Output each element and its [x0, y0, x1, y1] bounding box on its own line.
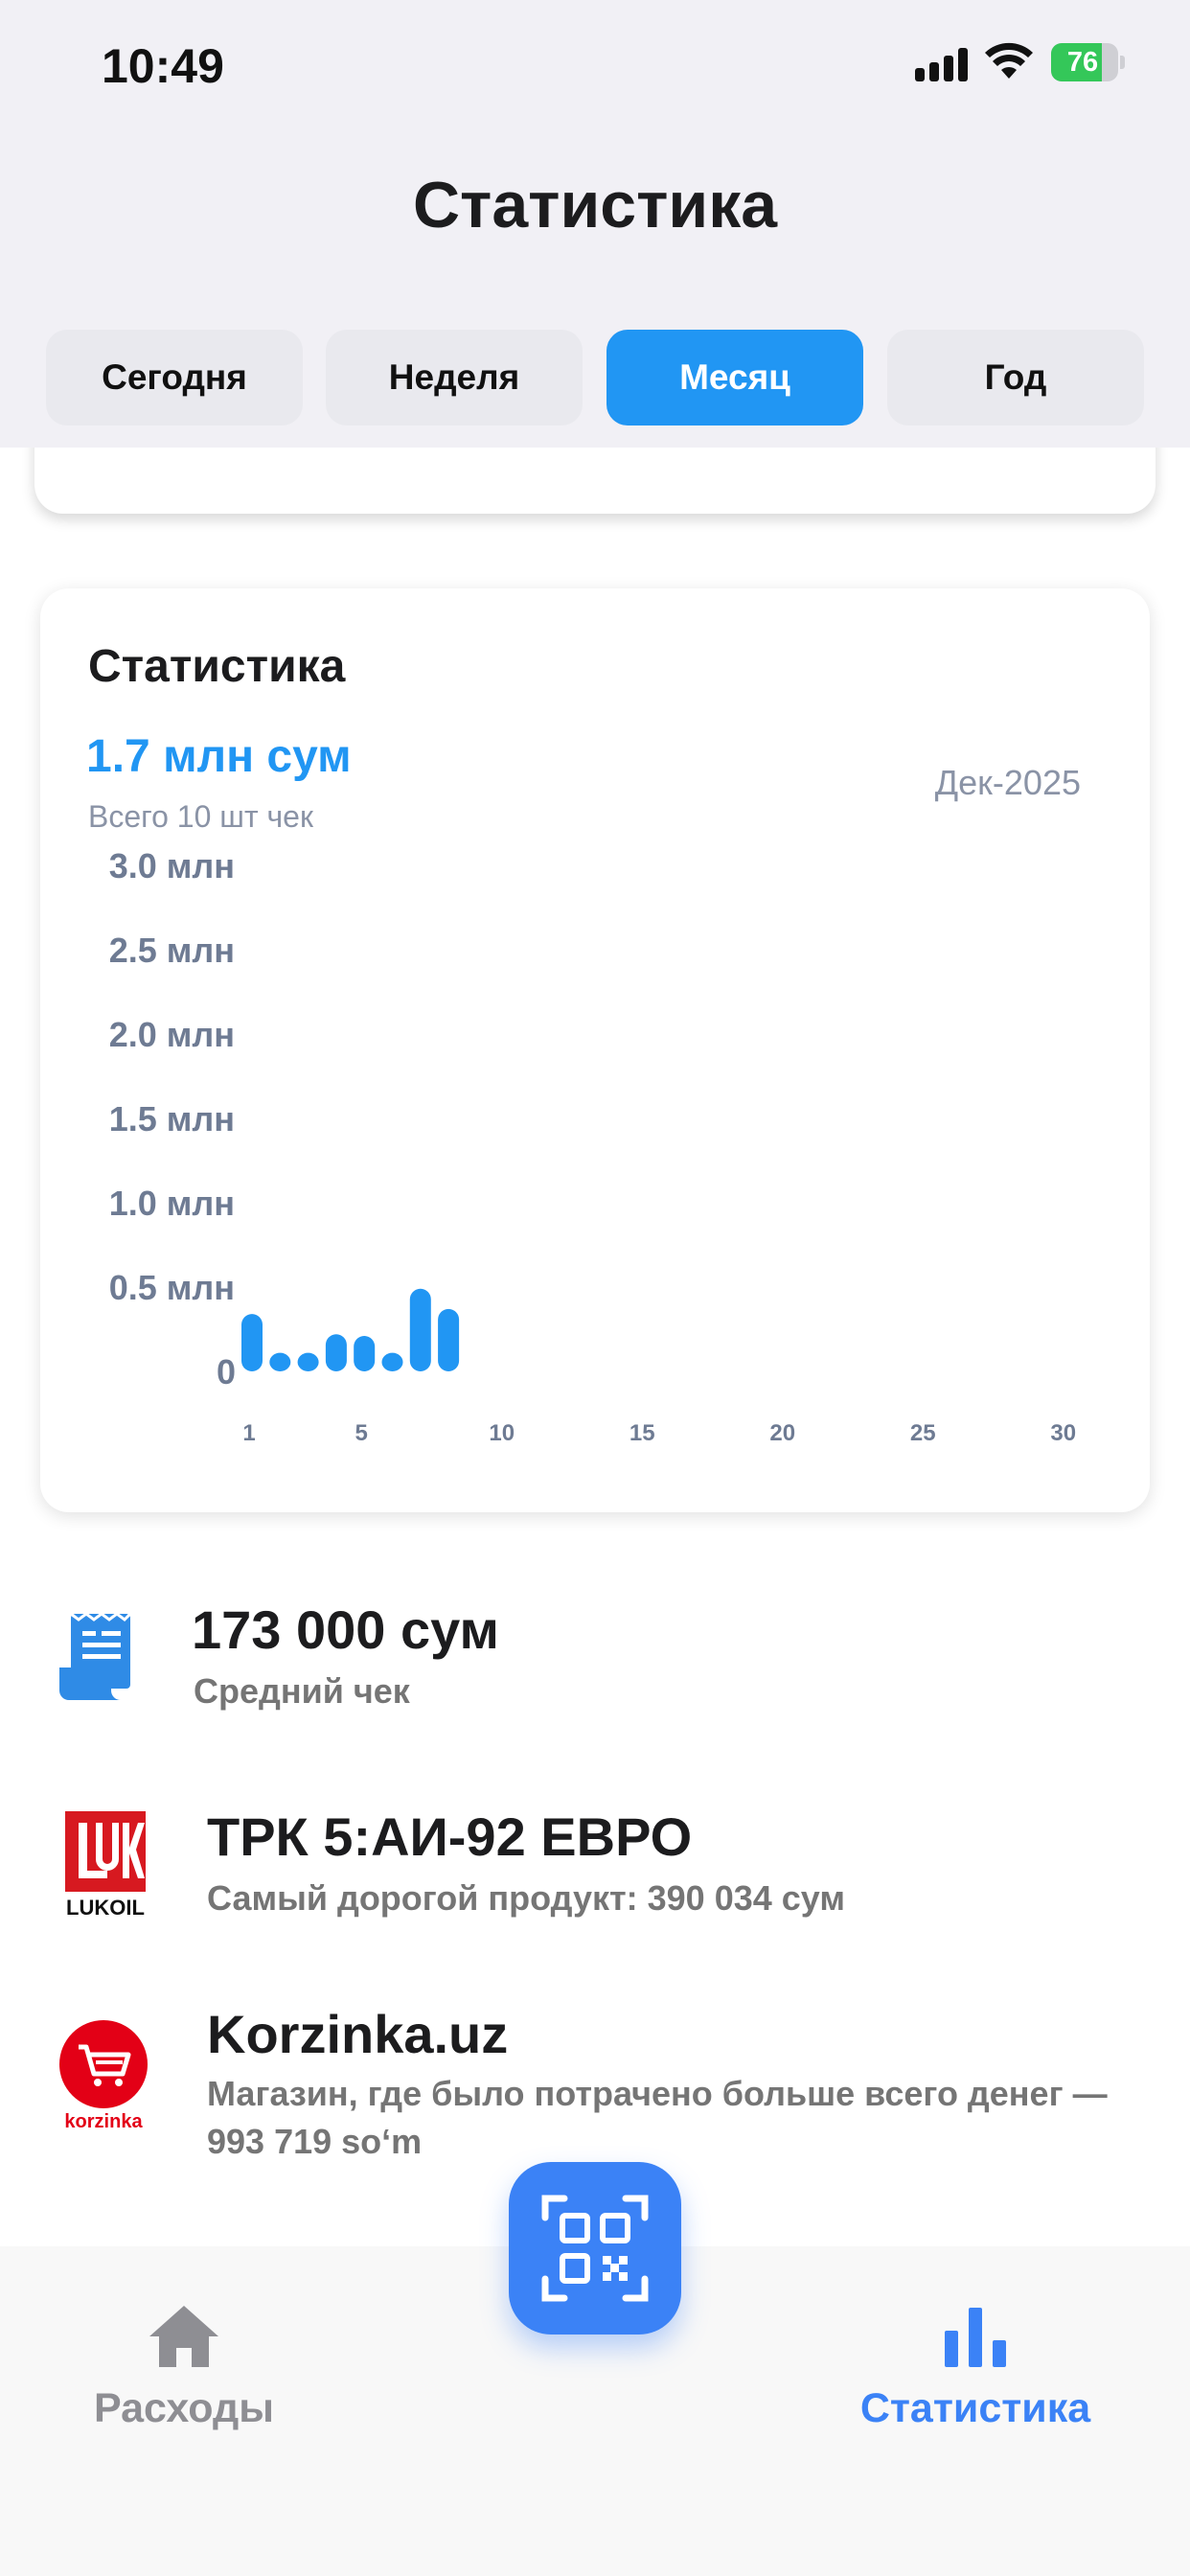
top-product-description: Самый дорогой продукт: 390 034 сум	[207, 1878, 845, 1918]
wifi-icon	[985, 42, 1033, 79]
cellular-signal-icon	[915, 47, 969, 81]
status-bar: 10:49 76	[0, 0, 1190, 129]
chart-bar[interactable]	[354, 1336, 376, 1371]
average-check-row: 173 000 сум Средний чек	[0, 1591, 1190, 1715]
x-tick-label: 1	[242, 1420, 255, 1446]
lukoil-logo: LUKOIL	[65, 1811, 146, 1919]
home-icon	[149, 2306, 218, 2367]
period-tab-month[interactable]: Месяц	[606, 330, 863, 426]
x-tick-label: 10	[489, 1420, 515, 1446]
korzinka-logo: korzinka	[59, 2020, 148, 2132]
bar-chart-icon	[945, 2308, 1006, 2367]
chart-bar[interactable]	[241, 1314, 263, 1371]
scan-qr-button[interactable]	[509, 2162, 681, 2334]
header: 10:49 76 Статистика Сегодня Неделя	[0, 0, 1190, 448]
average-check-amount: 173 000 сум	[192, 1599, 499, 1660]
chart-bar[interactable]	[325, 1334, 347, 1371]
lukoil-logo-text: LUKOIL	[66, 1896, 145, 1919]
card-title: Статистика	[88, 641, 346, 692]
chart-bar[interactable]	[269, 1352, 291, 1371]
y-tick-label: 3.0 млн	[109, 846, 235, 886]
x-tick-label: 15	[629, 1420, 655, 1446]
qr-code-icon	[541, 2195, 649, 2302]
y-tick-label: 0.5 млн	[109, 1268, 235, 1307]
x-tick-label: 5	[355, 1420, 368, 1446]
period-selector: Сегодня Неделя Месяц Год	[46, 330, 1144, 426]
chart-bar[interactable]	[438, 1308, 460, 1371]
tab-expenses[interactable]: Расходы	[40, 2304, 328, 2432]
period-label[interactable]: Дек-2025	[934, 763, 1081, 802]
x-tick-label: 30	[1050, 1420, 1076, 1446]
status-time: 10:49	[102, 39, 224, 93]
top-store-description: Магазин, где было потрачено больше всего…	[207, 2074, 1108, 2161]
tab-statistics-label: Статистика	[859, 2385, 1091, 2431]
page-title: Статистика	[412, 169, 778, 242]
top-product-name: ТРК 5:АИ-92 ЕВРО	[207, 1806, 693, 1867]
period-tab-today[interactable]: Сегодня	[46, 330, 303, 426]
korzinka-logo-text: korzinka	[64, 2111, 143, 2132]
y-tick-label: 2.5 млн	[109, 931, 235, 970]
average-check-label: Средний чек	[194, 1671, 410, 1711]
battery-icon: 76	[1051, 43, 1126, 81]
x-tick-label: 25	[910, 1420, 936, 1446]
battery-level: 76	[1066, 47, 1099, 78]
y-tick-label: 2.0 млн	[109, 1015, 235, 1054]
receipt-icon	[59, 1612, 132, 1700]
y-tick-label: 1.5 млн	[109, 1099, 235, 1138]
chart-bar[interactable]	[297, 1352, 319, 1371]
total-amount: 1.7 млн сум	[86, 731, 352, 782]
y-tick-label: 1.0 млн	[109, 1184, 235, 1223]
top-store-row: korzinka Korzinka.uz Магазин, где было п…	[0, 1993, 1190, 2166]
tab-statistics[interactable]: Статистика	[832, 2304, 1119, 2432]
top-store-name: Korzinka.uz	[207, 2004, 509, 2064]
chart-bar[interactable]	[381, 1352, 403, 1371]
chart-bar[interactable]	[409, 1288, 431, 1371]
y-tick-label: 0	[217, 1352, 236, 1392]
statistics-card: Статистика 1.7 млн сум Дек-2025 Всего 10…	[40, 588, 1150, 1512]
tab-expenses-label: Расходы	[94, 2385, 274, 2431]
top-product-row: LUKOIL ТРК 5:АИ-92 ЕВРО Самый дорогой пр…	[0, 1798, 1190, 1932]
period-tab-week[interactable]: Неделя	[326, 330, 583, 426]
receipt-count: Всего 10 шт чек	[88, 799, 313, 834]
x-tick-label: 20	[769, 1420, 795, 1446]
expenses-bar-chart: 0 0.5 млн 1.0 млн 1.5 млн 2.0 млн 2.5 млн 3.0 …	[109, 846, 1076, 1446]
period-tab-year[interactable]: Год	[887, 330, 1144, 426]
